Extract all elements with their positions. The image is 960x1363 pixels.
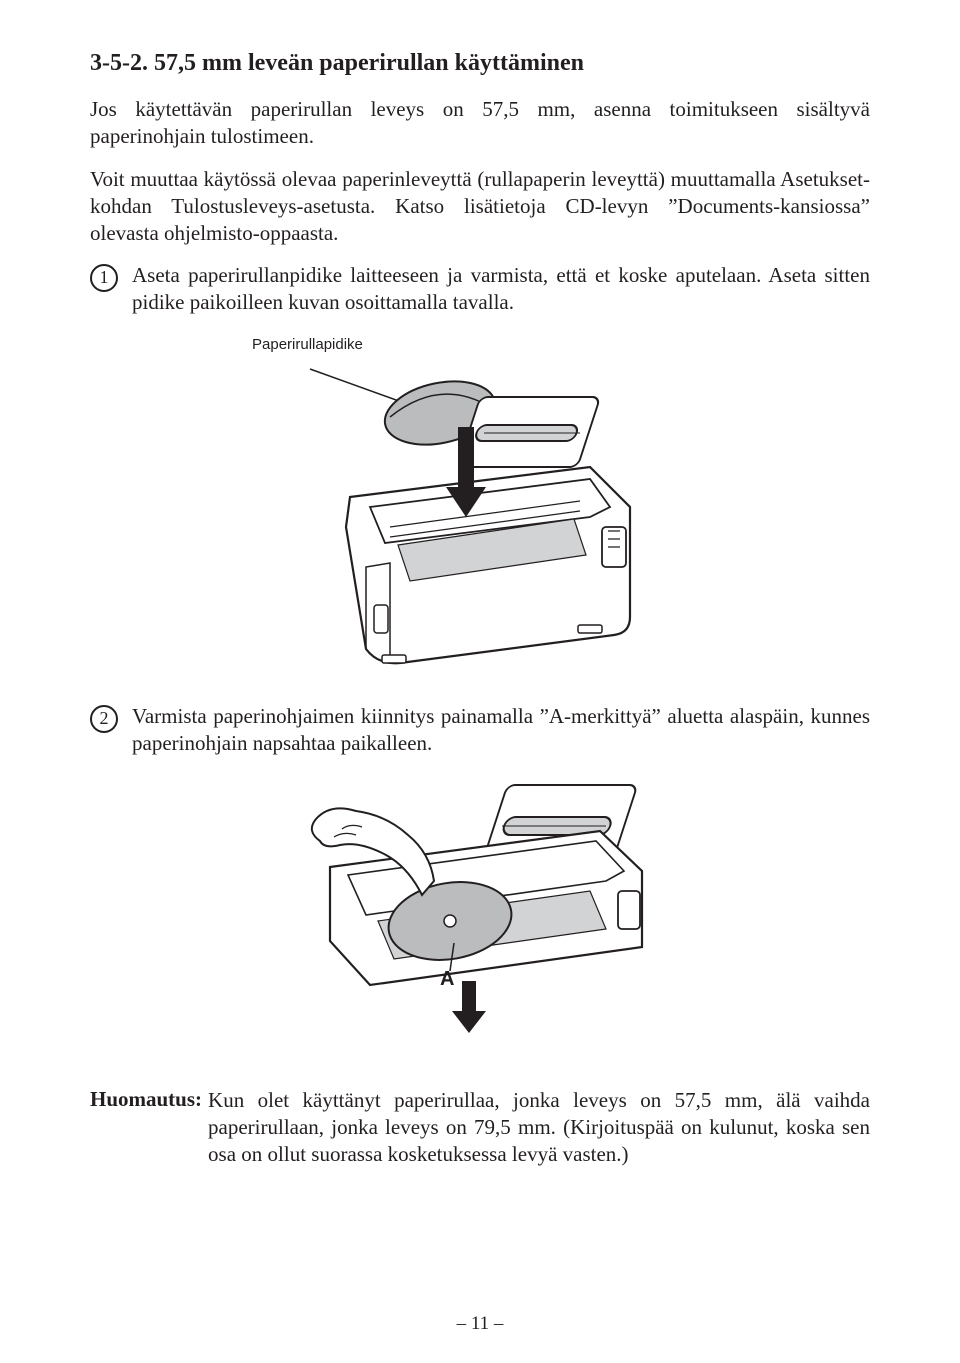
- page-number: – 11 –: [0, 1313, 960, 1335]
- note: Huomautus: Kun olet käyttänyt paperirull…: [90, 1087, 870, 1168]
- printer-illustration-2: A: [290, 771, 670, 1051]
- figure-1-caption: Paperirullapidike: [252, 336, 363, 353]
- intro-paragraph-1: Jos käytettävän paperirullan leveys on 5…: [90, 96, 870, 150]
- note-label: Huomautus:: [90, 1087, 202, 1112]
- step-1-number: 1: [90, 264, 118, 292]
- step-2: 2 Varmista paperinohjaimen kiinnitys pai…: [90, 703, 870, 757]
- section-heading: 3-5-2. 57,5 mm leveän paperirullan käytt…: [90, 48, 870, 78]
- printer-illustration-1: [290, 367, 670, 667]
- step-1: 1 Aseta paperirullanpidike laitteeseen j…: [90, 262, 870, 316]
- manual-page: 3-5-2. 57,5 mm leveän paperirullan käytt…: [0, 0, 960, 1363]
- note-text: Kun olet käyttänyt paperirullaa, jonka l…: [208, 1087, 870, 1168]
- figure-2-a-label: A: [440, 968, 454, 990]
- step-2-text: Varmista paperinohjaimen kiinnitys paina…: [132, 703, 870, 757]
- step-1-text: Aseta paperirullanpidike laitteeseen ja …: [132, 262, 870, 316]
- figure-1: [90, 367, 870, 667]
- figure-2: A: [90, 771, 870, 1051]
- figure-1-caption-row: Paperirullapidike: [90, 330, 870, 353]
- step-2-number: 2: [90, 705, 118, 733]
- intro-paragraph-2: Voit muuttaa käytössä olevaa paperinleve…: [90, 166, 870, 247]
